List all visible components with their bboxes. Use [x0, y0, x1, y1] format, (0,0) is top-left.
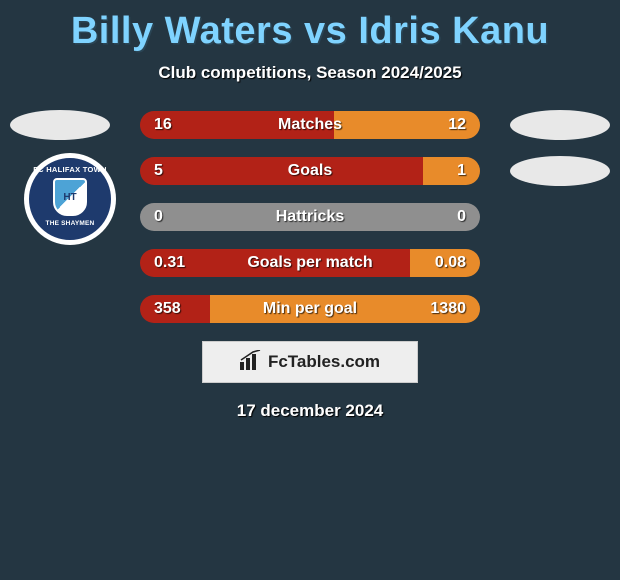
bar-chart-icon: [240, 350, 262, 375]
stat-row: 1612Matches: [0, 111, 620, 139]
subtitle: Club competitions, Season 2024/2025: [0, 63, 620, 83]
date-line: 17 december 2024: [0, 401, 620, 421]
stat-bar: 00Hattricks: [140, 203, 480, 231]
stat-row: 3581380Min per goal: [0, 295, 620, 323]
stat-row: 51Goals: [0, 157, 620, 185]
fctables-watermark: FcTables.com: [202, 341, 418, 383]
stat-label: Matches: [140, 111, 480, 139]
stat-label: Goals per match: [140, 249, 480, 277]
stat-label: Goals: [140, 157, 480, 185]
stat-bar: 0.310.08Goals per match: [140, 249, 480, 277]
stat-label: Min per goal: [140, 295, 480, 323]
page-title: Billy Waters vs Idris Kanu: [0, 0, 620, 53]
stat-bar: 3581380Min per goal: [140, 295, 480, 323]
stats-area: FC HALIFAX TOWN HT THE SHAYMEN 1612Match…: [0, 111, 620, 323]
stat-bar: 1612Matches: [140, 111, 480, 139]
fctables-text: FcTables.com: [268, 352, 380, 372]
stat-label: Hattricks: [140, 203, 480, 231]
comparison-infographic: Billy Waters vs Idris Kanu Club competit…: [0, 0, 620, 580]
stat-row: 00Hattricks: [0, 203, 620, 231]
stat-row: 0.310.08Goals per match: [0, 249, 620, 277]
stat-bar: 51Goals: [140, 157, 480, 185]
